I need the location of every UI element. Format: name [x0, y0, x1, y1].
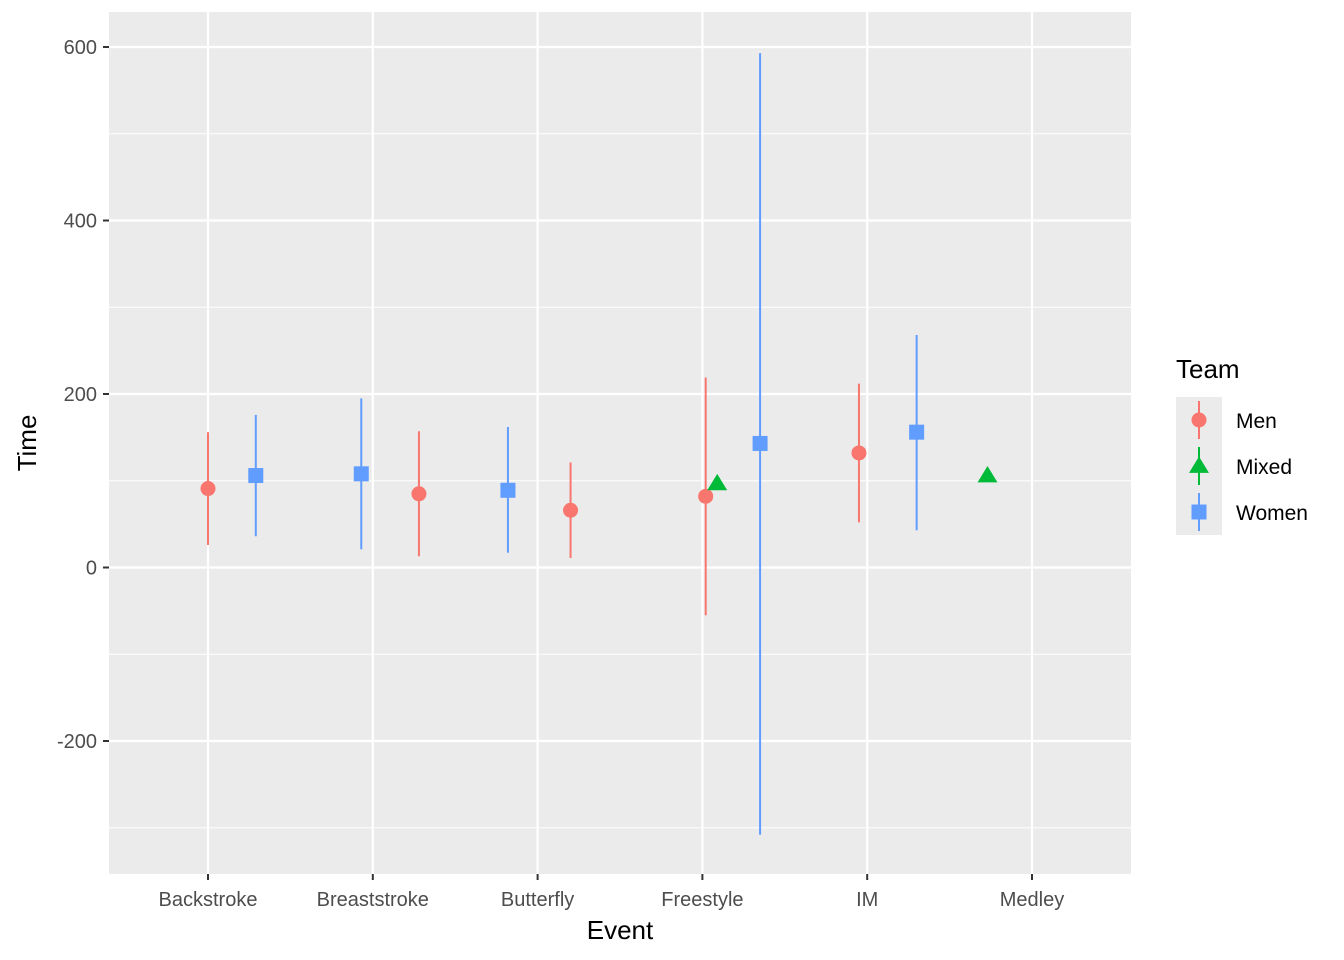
legend-keys: Men Mixed Women: [1176, 397, 1308, 535]
point-women: [752, 435, 768, 451]
point-men: [411, 486, 427, 502]
x-tick-label: Backstroke: [159, 889, 258, 911]
legend-key-mixed: [1189, 456, 1209, 473]
y-tick-label: 400: [64, 211, 97, 233]
point-men: [851, 445, 867, 461]
grid-major: [109, 12, 1131, 874]
y-axis: -200 0 200 400 600: [57, 37, 109, 753]
grid-minor: [109, 133, 1131, 829]
x-tick-label: Butterfly: [501, 889, 574, 911]
point-men: [200, 481, 216, 497]
y-axis-title: Time: [12, 415, 42, 472]
legend-label: Men: [1236, 410, 1277, 433]
legend-title: Team: [1176, 354, 1240, 384]
plot-panel: [109, 12, 1131, 874]
y-tick-label: 0: [86, 558, 97, 580]
x-tick-label: Medley: [1000, 889, 1064, 911]
x-axis: Backstroke Breaststroke Butterfly Freestyle…: [159, 874, 1064, 911]
legend-key-men: [1191, 412, 1207, 428]
point-mixed: [707, 473, 728, 491]
point-women: [909, 424, 925, 440]
y-tick-label: -200: [57, 731, 97, 753]
point-men: [698, 488, 714, 504]
legend-key-women: [1191, 504, 1207, 520]
x-axis-title: Event: [587, 915, 654, 945]
point-women: [500, 482, 516, 498]
y-tick-label: 200: [64, 384, 97, 406]
point-women: [248, 468, 264, 484]
point-men: [563, 502, 579, 518]
point-mixed: [977, 466, 998, 483]
x-tick-label: Freestyle: [661, 889, 743, 911]
legend: Team Men Mixed Women: [1176, 354, 1308, 535]
data-points: [200, 424, 998, 518]
y-tick-label: 600: [64, 37, 97, 59]
x-tick-label: IM: [856, 889, 878, 911]
legend-label: Women: [1236, 502, 1308, 525]
x-tick-label: Breaststroke: [317, 889, 429, 911]
legend-label: Mixed: [1236, 456, 1292, 479]
point-women: [353, 466, 369, 482]
